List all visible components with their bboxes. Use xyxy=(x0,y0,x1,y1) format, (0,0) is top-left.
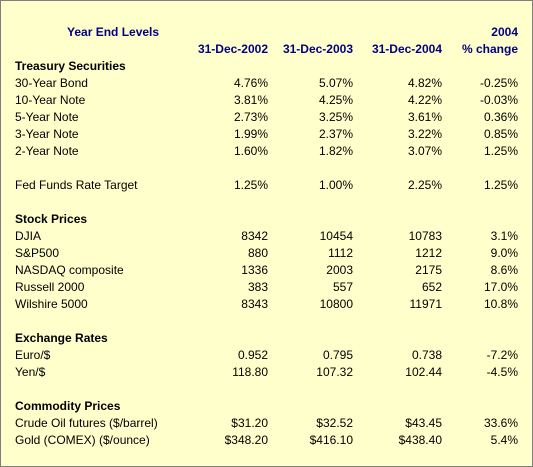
cell-value: 10.8% xyxy=(483,296,518,311)
cell-value: 3.25% xyxy=(318,109,353,124)
cell-value: 2.37% xyxy=(318,126,353,141)
cell-value: $32.52 xyxy=(316,415,353,430)
cell-value: 102.44 xyxy=(405,364,442,379)
cell-value: 5.4% xyxy=(490,432,518,447)
cell-value: 8.6% xyxy=(490,262,518,277)
cell-value: $416.10 xyxy=(309,432,353,447)
cell-value: 2003 xyxy=(326,262,353,277)
cell-value: 1.25% xyxy=(483,143,518,158)
cell-value: 1.99% xyxy=(233,126,268,141)
cell-value: 4.82% xyxy=(407,75,442,90)
column-header: 31-Dec-2003 xyxy=(282,41,353,56)
row-label: Crude Oil futures ($/barrel) xyxy=(15,415,158,430)
cell-value: 4.76% xyxy=(233,75,268,90)
cell-value: 33.6% xyxy=(483,415,518,430)
cell-value: 3.07% xyxy=(407,143,442,158)
row-label: Fed Funds Rate Target xyxy=(15,177,138,192)
cell-value: 8342 xyxy=(241,228,268,243)
cell-value: 3.22% xyxy=(407,126,442,141)
header-year: 2004 xyxy=(491,24,518,39)
row-label: DJIA xyxy=(15,228,42,243)
section-title: Commodity Prices xyxy=(15,398,121,413)
row-label: Euro/$ xyxy=(15,347,51,362)
cell-value: 10800 xyxy=(319,296,353,311)
section-title: Exchange Rates xyxy=(15,330,108,345)
row-label: Russell 2000 xyxy=(15,279,85,294)
cell-value: 1212 xyxy=(415,245,442,260)
column-header: % change xyxy=(461,41,518,56)
cell-value: 383 xyxy=(247,279,268,294)
cell-value: 3.61% xyxy=(407,109,442,124)
cell-value: -0.03% xyxy=(479,92,518,107)
cell-value: 107.32 xyxy=(316,364,353,379)
cell-value: 0.795 xyxy=(322,347,353,362)
cell-value: 118.80 xyxy=(232,364,268,379)
cell-value: 2.25% xyxy=(407,177,442,192)
cell-value: 0.738 xyxy=(411,347,442,362)
row-label: 30-Year Bond xyxy=(15,75,88,90)
cell-value: 1.25% xyxy=(233,177,268,192)
cell-value: -0.25% xyxy=(479,75,518,90)
column-header: 31-Dec-2002 xyxy=(197,41,268,56)
cell-value: 0.36% xyxy=(483,109,518,124)
cell-value: 10783 xyxy=(408,228,442,243)
cell-value: 652 xyxy=(421,279,442,294)
column-header: 31-Dec-2004 xyxy=(371,41,442,56)
row-label: 5-Year Note xyxy=(15,109,79,124)
cell-value: 1.82% xyxy=(318,143,353,158)
cell-value: 2175 xyxy=(415,262,442,277)
cell-value: -7.2% xyxy=(486,347,518,362)
cell-value: 8343 xyxy=(241,296,268,311)
row-label: Gold (COMEX) ($/ounce) xyxy=(15,432,150,447)
cell-value: -4.5% xyxy=(486,364,518,379)
header-title: Year End Levels xyxy=(67,24,160,39)
cell-value: 1336 xyxy=(241,262,268,277)
cell-value: 0.85% xyxy=(483,126,518,141)
cell-value: 4.22% xyxy=(407,92,442,107)
cell-value: 1.60% xyxy=(233,143,268,158)
cell-value: 1.00% xyxy=(318,177,353,192)
cell-value: 17.0% xyxy=(483,279,518,294)
cell-value: 3.81% xyxy=(233,92,268,107)
row-label: 10-Year Note xyxy=(15,92,86,107)
row-label: NASDAQ composite xyxy=(15,262,124,277)
row-label: Yen/$ xyxy=(15,364,46,379)
cell-value: 557 xyxy=(332,279,353,294)
section-title: Stock Prices xyxy=(15,211,88,226)
cell-value: 2.73% xyxy=(233,109,268,124)
cell-value: $348.20 xyxy=(224,432,268,447)
cell-value: 4.25% xyxy=(318,92,353,107)
row-label: 3-Year Note xyxy=(15,126,79,141)
cell-value: 10454 xyxy=(319,228,353,243)
row-label: S&P500 xyxy=(15,245,60,260)
cell-value: $438.40 xyxy=(398,432,442,447)
section-title: Treasury Securities xyxy=(15,58,126,73)
row-label: 2-Year Note xyxy=(15,143,79,158)
cell-value: $43.45 xyxy=(405,415,442,430)
cell-value: 0.952 xyxy=(237,347,268,362)
cell-value: 9.0% xyxy=(490,245,518,260)
cell-value: 11971 xyxy=(409,296,442,311)
cell-value: 1.25% xyxy=(483,177,518,192)
cell-value: 5.07% xyxy=(318,75,353,90)
cell-value: $31.20 xyxy=(231,415,268,430)
cell-value: 3.1% xyxy=(490,228,518,243)
cell-value: 880 xyxy=(247,245,268,260)
cell-value: 1112 xyxy=(328,245,353,260)
row-label: Wilshire 5000 xyxy=(15,296,88,311)
